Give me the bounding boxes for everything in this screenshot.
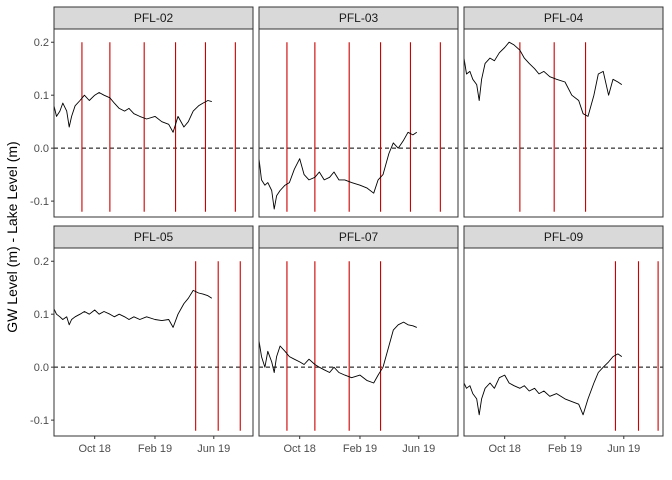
panel-background xyxy=(54,248,253,436)
panel-border xyxy=(463,28,664,218)
panel-border xyxy=(258,28,459,218)
y-tick-label: -0.1 xyxy=(30,196,49,208)
gw-series-line xyxy=(463,41,623,117)
y-tick-label: -0.1 xyxy=(30,415,49,427)
y-tick-label: 0.1 xyxy=(34,309,49,321)
x-tick-label: Oct 18 xyxy=(488,443,520,455)
x-tick-label: Feb 19 xyxy=(343,443,377,455)
panel-background xyxy=(464,29,663,217)
gw-series-line xyxy=(53,289,213,328)
facet-label: PFL-07 xyxy=(339,230,379,244)
x-tick-label: Feb 19 xyxy=(138,443,172,455)
y-tick-label: 0.0 xyxy=(34,362,49,374)
gw-series-line xyxy=(258,131,418,210)
panel-border xyxy=(463,247,664,437)
y-tick-label: 0.2 xyxy=(34,256,49,268)
facet-label: PFL-09 xyxy=(544,230,584,244)
y-tick-label: 0.0 xyxy=(34,143,49,155)
panel-border xyxy=(53,28,254,218)
gw-series-line xyxy=(258,321,417,384)
x-tick-label: Jun 19 xyxy=(402,443,435,455)
gw-series-line xyxy=(53,92,212,133)
panel-border xyxy=(258,247,459,437)
facet-panel: PFL-07 Oct 18 Feb 19 Jun 19 xyxy=(258,225,459,455)
x-tick-label: Feb 19 xyxy=(548,443,582,455)
gw-series-line xyxy=(463,353,623,416)
facet-panel: PFL-03 xyxy=(258,6,459,218)
facet-panel: PFL-02 -0.1 0.0 0.1 0.2 xyxy=(30,6,254,218)
y-tick-label: 0.1 xyxy=(34,90,49,102)
facet-label: PFL-02 xyxy=(134,11,174,25)
x-tick-label: Jun 19 xyxy=(197,443,230,455)
panel-background xyxy=(259,248,458,436)
x-tick-label: Jun 19 xyxy=(607,443,640,455)
y-tick-label: 0.2 xyxy=(34,37,49,49)
x-tick-label: Oct 18 xyxy=(78,443,110,455)
x-tick-label: Oct 18 xyxy=(283,443,315,455)
facet-label: PFL-03 xyxy=(339,11,379,25)
panel-background xyxy=(259,29,458,217)
facet-panel: PFL-09 Oct 18 Feb 19 Jun 19 xyxy=(463,225,664,455)
facet-label: PFL-05 xyxy=(134,230,174,244)
panel-background xyxy=(464,248,663,436)
facet-label: PFL-04 xyxy=(544,11,584,25)
facet-panel: PFL-04 xyxy=(463,6,664,218)
panel-border xyxy=(53,247,254,437)
facet-panel: PFL-05 -0.1 0.0 0.1 0.2 Oct 18 Feb 19 Jun 19 xyxy=(30,225,254,455)
y-axis-title: GW Level (m) - Lake Level (m) xyxy=(4,141,20,332)
panel-background xyxy=(54,29,253,217)
